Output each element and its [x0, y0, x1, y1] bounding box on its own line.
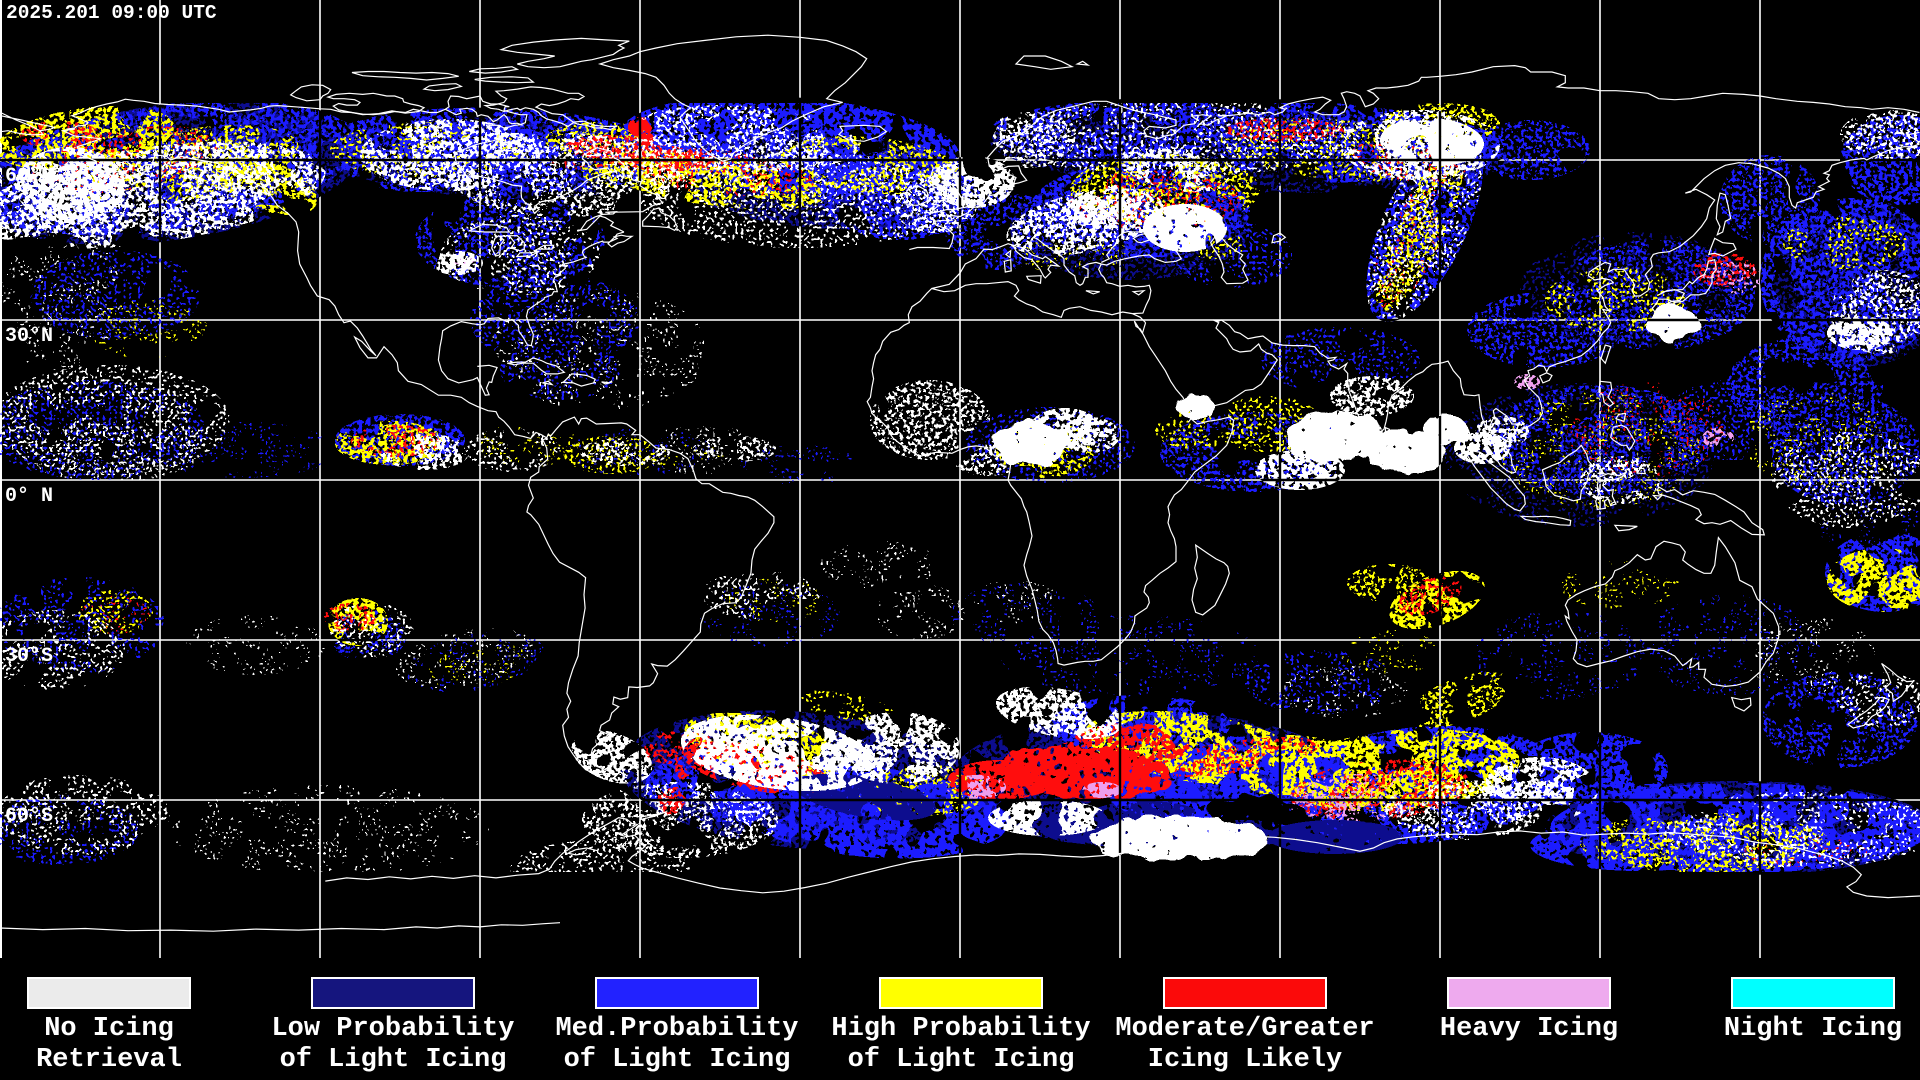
svg-text:No Icing: No Icing: [44, 1014, 174, 1044]
svg-text:0° N: 0° N: [5, 485, 53, 508]
svg-text:Moderate/Greater: Moderate/Greater: [1115, 1014, 1374, 1044]
svg-text:Night Icing: Night Icing: [1724, 1014, 1902, 1044]
svg-text:High Probability: High Probability: [831, 1014, 1090, 1044]
svg-text:2025.201 09:00 UTC: 2025.201 09:00 UTC: [6, 2, 217, 24]
svg-text:Retrieval: Retrieval: [36, 1045, 182, 1075]
svg-text:60°S: 60°S: [5, 805, 53, 828]
svg-text:60°N: 60°N: [5, 165, 53, 188]
svg-text:Low Probability: Low Probability: [271, 1014, 514, 1044]
svg-text:Heavy Icing: Heavy Icing: [1440, 1014, 1618, 1044]
svg-text:of Light Icing: of Light Icing: [848, 1045, 1075, 1075]
svg-text:30°N: 30°N: [5, 325, 53, 348]
svg-text:Icing Likely: Icing Likely: [1148, 1045, 1342, 1075]
svg-text:30°S: 30°S: [5, 645, 53, 668]
svg-text:of Light Icing: of Light Icing: [280, 1045, 507, 1075]
svg-text:of Light Icing: of Light Icing: [564, 1045, 791, 1075]
svg-text:Med.Probability: Med.Probability: [555, 1014, 798, 1044]
